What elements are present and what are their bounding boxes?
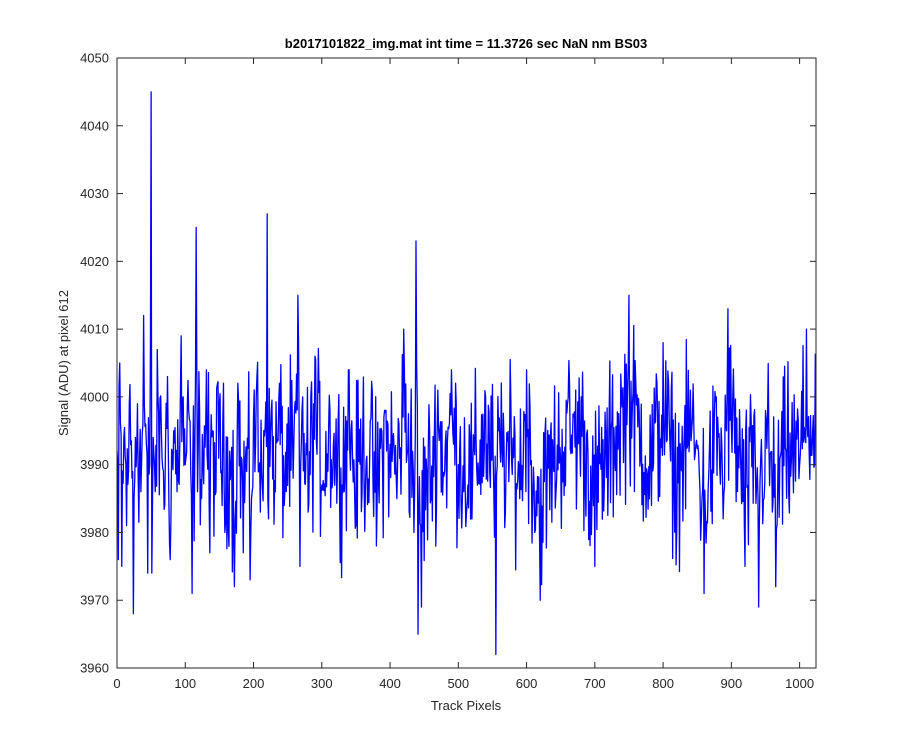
x-tick-label: 700 [584,676,606,691]
chart-title: b2017101822_img.mat int time = 11.3726 s… [285,36,647,51]
y-tick-label: 4000 [80,389,109,404]
x-tick-label: 0 [113,676,120,691]
x-axis: 0 100 200 300 400 500 600 700 800 900 1000 [113,58,814,691]
y-axis: 3960 3970 3980 3990 4000 4010 4020 4030 4040 4050 [80,51,816,676]
x-tick-label: 1000 [785,676,814,691]
y-tick-label: 4010 [80,322,109,337]
y-tick-label: 3970 [80,593,109,608]
series-line [116,91,816,656]
series-layer [116,91,816,656]
plot-background [117,58,816,668]
y-tick-label: 4020 [80,254,109,269]
y-tick-label: 3990 [80,457,109,472]
y-tick-label: 3980 [80,525,109,540]
x-tick-label: 400 [379,676,401,691]
x-tick-label: 200 [243,676,265,691]
x-tick-label: 600 [516,676,538,691]
x-tick-label: 100 [174,676,196,691]
y-tick-label: 4040 [80,118,109,133]
x-tick-label: 300 [311,676,333,691]
x-axis-label: Track Pixels [431,698,502,713]
x-tick-label: 900 [721,676,743,691]
x-tick-label: 800 [652,676,674,691]
y-tick-label: 4050 [80,51,109,66]
y-tick-label: 4030 [80,186,109,201]
plot-frame [116,57,817,669]
y-axis-label: Signal (ADU) at pixel 612 [56,290,71,436]
x-tick-label: 500 [447,676,469,691]
y-tick-label: 3960 [80,661,109,676]
